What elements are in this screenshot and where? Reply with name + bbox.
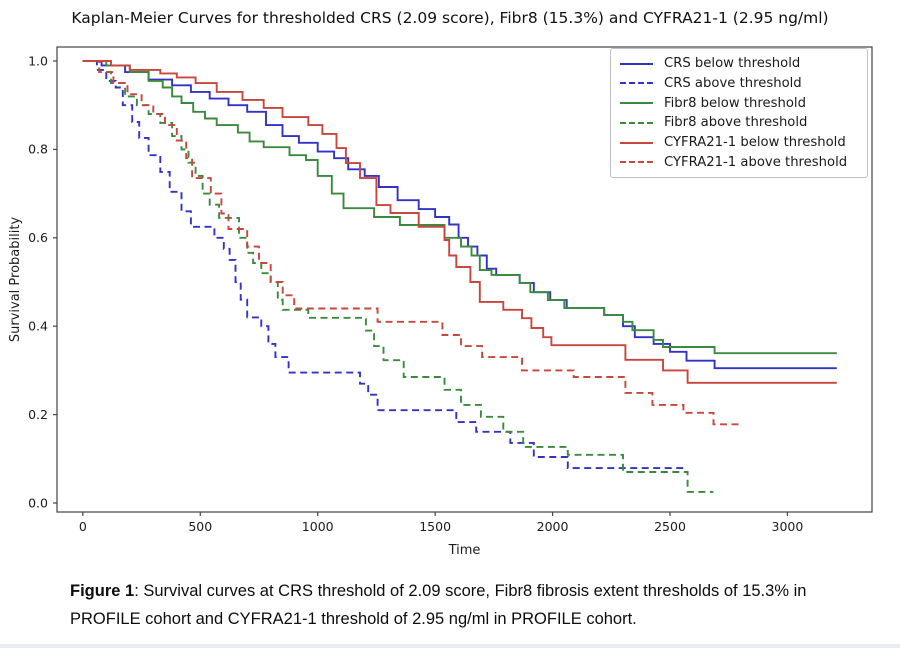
legend-item-label: CRS below threshold bbox=[664, 56, 801, 71]
legend-line-sample bbox=[620, 102, 653, 105]
x-tick-label: 0 bbox=[79, 519, 87, 534]
chart-title: Kaplan-Meier Curves for thresholded CRS … bbox=[71, 9, 829, 27]
figure-caption: Figure 1: Survival curves at CRS thresho… bbox=[70, 577, 868, 634]
legend-item-0: CRS below threshold bbox=[620, 56, 857, 71]
km-curve-3 bbox=[82, 60, 714, 493]
legend-item-label: CRS above threshold bbox=[664, 75, 802, 91]
axes-box bbox=[56, 46, 873, 513]
legend-line-sample bbox=[620, 141, 653, 144]
km-curve-4 bbox=[82, 60, 837, 384]
legend-line-sample bbox=[620, 62, 653, 65]
legend-item-label: CYFRA21-1 above threshold bbox=[664, 154, 848, 170]
chart-legend: CRS below threshold CRS above threshold Fi… bbox=[610, 48, 868, 178]
legend-line-sample bbox=[620, 121, 653, 124]
x-axis-label: Time bbox=[448, 543, 481, 558]
km-curve-2 bbox=[82, 60, 837, 355]
legend-line-sample bbox=[620, 82, 653, 85]
bottom-edge-strip bbox=[0, 644, 900, 648]
legend-item-2: Fibr8 below threshold bbox=[620, 96, 857, 111]
legend-item-label: Fibr8 above threshold bbox=[664, 115, 808, 131]
legend-item-5: CYFRA21-1 above threshold bbox=[620, 155, 857, 170]
legend-line-sample bbox=[620, 161, 653, 164]
legend-item-3: Fibr8 above threshold bbox=[620, 115, 857, 130]
legend-item-label: Fibr8 below threshold bbox=[664, 95, 806, 111]
y-tick-label: 0.0 bbox=[28, 495, 48, 510]
legend-item-label: CYFRA21-1 below threshold bbox=[664, 135, 846, 151]
km-curve-1 bbox=[82, 60, 686, 470]
x-tick-label: 1500 bbox=[419, 519, 451, 534]
x-tick-label: 3000 bbox=[772, 519, 804, 534]
x-tick-label: 1000 bbox=[302, 519, 334, 534]
figure-caption-text: : Survival curves at CRS threshold of 2.… bbox=[70, 582, 807, 629]
figure-caption-label: Figure 1 bbox=[70, 582, 135, 600]
y-tick-label: 0.8 bbox=[28, 142, 48, 157]
km-chart: 0 500 1000 1500 2000 2500 3000 0.0 0.2 0.4 0.6 0.8 1… bbox=[8, 46, 873, 558]
legend-item-1: CRS above threshold bbox=[620, 76, 857, 91]
y-tick-label: 0.6 bbox=[28, 230, 48, 245]
legend-item-4: CYFRA21-1 below threshold bbox=[620, 135, 857, 150]
km-curve-5 bbox=[82, 60, 743, 426]
y-tick-label: 0.4 bbox=[28, 318, 48, 333]
x-tick-label: 2500 bbox=[654, 519, 686, 534]
y-tick-label: 0.2 bbox=[28, 407, 48, 422]
y-axis-label: Survival Probability bbox=[8, 217, 23, 343]
x-tick-label: 500 bbox=[188, 519, 212, 534]
y-tick-label: 1.0 bbox=[28, 53, 48, 68]
x-tick-label: 2000 bbox=[537, 519, 569, 534]
